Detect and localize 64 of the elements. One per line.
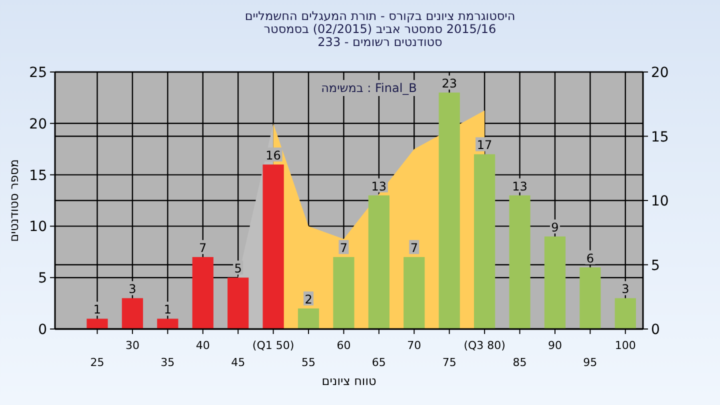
data-label: 3	[128, 282, 136, 296]
x-tick-label: 25	[90, 356, 104, 369]
x-tick-label: (Q1 50)	[252, 339, 294, 352]
y-tick-label: 0	[38, 322, 47, 338]
data-label: 2	[304, 292, 312, 306]
data-label: 13	[512, 179, 528, 194]
data-label: 7	[340, 241, 348, 256]
bar	[580, 267, 601, 329]
bar	[438, 92, 460, 329]
data-label: 23	[442, 76, 457, 91]
y-tick-label: 20	[29, 116, 47, 132]
y2-tick-label: 10	[651, 194, 669, 210]
y-axis-title: מספר סטודנטים	[7, 159, 21, 242]
x-tick-label: 95	[583, 356, 598, 369]
bar	[228, 278, 249, 329]
bar	[298, 308, 320, 329]
x-tick-label: 40	[196, 339, 210, 352]
data-label: 3	[622, 282, 630, 296]
x-tick-label: 75	[442, 356, 456, 369]
chart-subtitle: 2015/16 סמסטר אביב (02/2015) בסמסטר סטודנטים רשומים - 233	[264, 22, 496, 49]
bar	[333, 257, 354, 329]
y-tick-label: 5	[38, 270, 47, 287]
bar	[474, 154, 496, 329]
x-tick-label: 60	[336, 339, 351, 352]
y2-tick-label: 20	[651, 65, 669, 81]
x-tick-label: 90	[548, 339, 562, 352]
bar	[614, 298, 636, 329]
data-label: 5	[234, 262, 242, 276]
data-label: 9	[551, 220, 559, 234]
data-label: 7	[410, 241, 418, 256]
data-label: 16	[266, 148, 281, 163]
data-label: 1	[164, 302, 172, 317]
x-tick-label: (Q3 80)	[464, 339, 506, 352]
x-tick-label: 65	[372, 356, 386, 369]
x-tick-label: 35	[160, 356, 175, 369]
y2-tick-label: 0	[651, 322, 660, 338]
chart-title: היסטוגרמת ציונים בקורס - תורת המעגלים החשמליים	[244, 9, 516, 23]
bar	[509, 195, 530, 329]
y-tick-label: 25	[29, 65, 47, 81]
bar	[157, 318, 178, 329]
data-label: 7	[199, 241, 207, 256]
y-tick-label: 10	[29, 219, 47, 236]
bar	[404, 257, 425, 329]
x-tick-label: 85	[512, 356, 527, 369]
bar	[192, 257, 214, 329]
data-label: 1	[93, 302, 102, 317]
bar	[122, 298, 144, 329]
annotation: Final_B : במשימה	[321, 81, 417, 95]
x-tick-label: 55	[302, 356, 316, 369]
bar	[544, 236, 566, 329]
x-tick-label: 100	[614, 339, 636, 352]
x-axis-title: טווח ציונים	[322, 374, 376, 388]
data-label: 6	[586, 251, 594, 266]
x-tick-label: 70	[407, 339, 422, 352]
bar	[86, 318, 108, 329]
bar	[262, 164, 284, 329]
x-tick-label: 30	[125, 339, 140, 352]
y2-tick-label: 15	[651, 129, 669, 146]
x-tick-label: 45	[231, 356, 246, 369]
bar	[368, 195, 390, 329]
data-label: 13	[371, 179, 387, 194]
data-label: 17	[476, 138, 492, 152]
y2-tick-label: 5	[651, 258, 660, 274]
y-tick-label: 15	[29, 168, 47, 184]
